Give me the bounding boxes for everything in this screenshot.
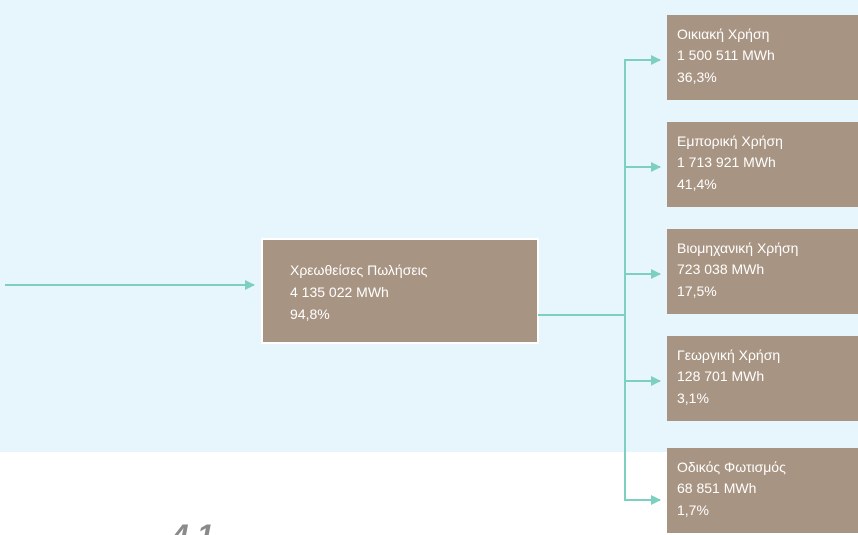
branch-box bbox=[667, 229, 858, 314]
main-label: Χρεωθείσες Πωλήσεις bbox=[290, 262, 428, 278]
branch-label: Οδικός Φωτισμός bbox=[677, 459, 786, 475]
branch-share: 41,4% bbox=[677, 176, 717, 192]
branch-value: 1 713 921 MWh bbox=[677, 154, 776, 170]
main-value: 4 135 022 MWh bbox=[290, 284, 389, 300]
branch-value: 128 701 MWh bbox=[677, 368, 764, 384]
branch-label: Βιομηχανική Χρήση bbox=[677, 240, 798, 256]
section-number: 4.1 bbox=[171, 519, 214, 535]
branch-label: Εμπορική Χρήση bbox=[677, 133, 783, 149]
branch-share: 3,1% bbox=[677, 390, 709, 406]
branch-share: 17,5% bbox=[677, 283, 717, 299]
branch-box bbox=[667, 336, 858, 421]
main-box bbox=[261, 238, 539, 344]
branch-box bbox=[667, 122, 858, 207]
branch-value: 68 851 MWh bbox=[677, 480, 756, 496]
branch-box bbox=[667, 15, 858, 100]
branch-value: 723 038 MWh bbox=[677, 261, 764, 277]
main-share: 94,8% bbox=[290, 306, 330, 322]
branch-label: Γεωργική Χρήση bbox=[677, 347, 780, 363]
branch-share: 36,3% bbox=[677, 69, 717, 85]
branch-box bbox=[667, 448, 858, 533]
branch-value: 1 500 511 MWh bbox=[677, 47, 775, 63]
branch-label: Οικιακή Χρήση bbox=[677, 26, 769, 42]
branch-share: 1,7% bbox=[677, 502, 709, 518]
